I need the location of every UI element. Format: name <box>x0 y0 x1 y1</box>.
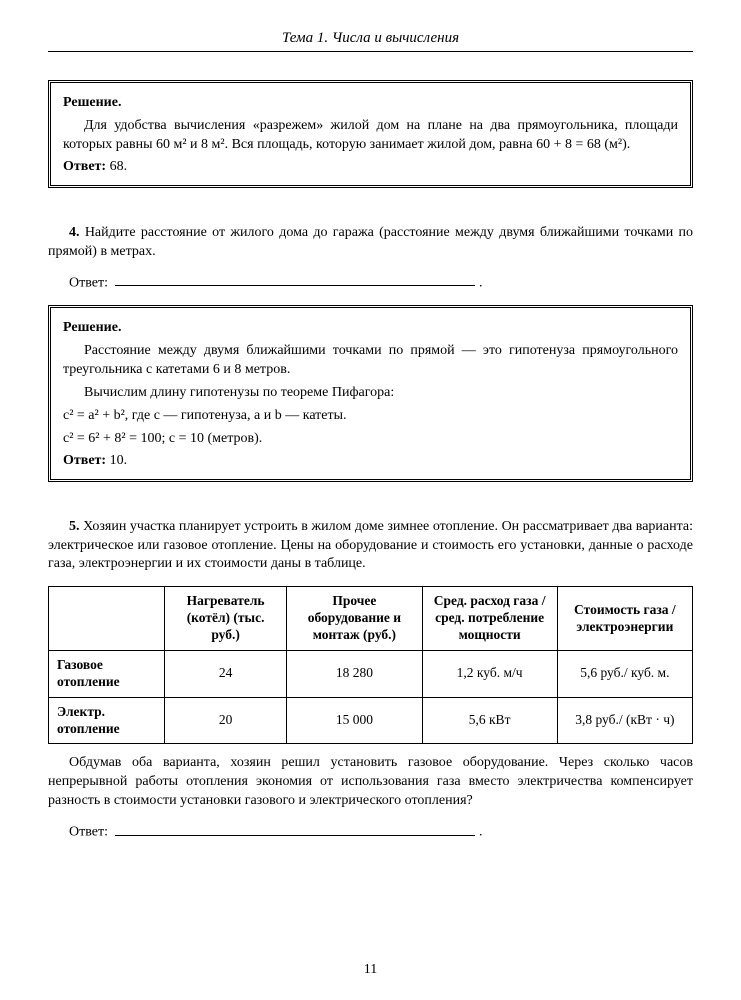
cell: 20 <box>164 697 286 744</box>
solution-label: Решение. <box>63 95 678 111</box>
answer-value: 68. <box>110 159 128 174</box>
header-rule <box>48 51 693 52</box>
table-row: Газовое отопление 24 18 280 1,2 куб. м/ч… <box>49 650 693 697</box>
task-number: 5. <box>69 519 80 534</box>
cell: 5,6 кВт <box>422 697 557 744</box>
row-head: Электр. отопление <box>49 697 165 744</box>
table-row: Электр. отопление 20 15 000 5,6 кВт 3,8 … <box>49 697 693 744</box>
cell: 1,2 куб. м/ч <box>422 650 557 697</box>
solution-eq2: c² = 6² + 8² = 100; c = 10 (метров). <box>63 430 678 449</box>
th-other: Прочее оборудование и монтаж (руб.) <box>287 587 422 651</box>
answer-value: 10. <box>110 453 128 468</box>
cell: 18 280 <box>287 650 422 697</box>
task-text: Найдите расстояние от жилого дома до гар… <box>48 225 693 259</box>
task-4: 4. Найдите расстояние от жилого дома до … <box>48 224 693 262</box>
th-cost: Стоимость газа / электроэнергии <box>557 587 692 651</box>
solution-p1: Расстояние между двумя ближайшими точкам… <box>63 342 678 380</box>
cell: 5,6 руб./ куб. м. <box>557 650 692 697</box>
blank-line <box>115 823 475 836</box>
solution-body: Для удобства вычисления «разрежем» жилой… <box>63 117 678 155</box>
th-consumption: Сред. расход газа / сред. потребление мо… <box>422 587 557 651</box>
answer-label: Ответ: <box>69 275 108 290</box>
task-5: 5. Хозяин участка планирует устроить в ж… <box>48 518 693 575</box>
task-5-answer-blank: Ответ: . <box>48 823 693 841</box>
solution-eq1: c² = a² + b², где c — гипотенуза, a и b … <box>63 407 678 426</box>
solution-box-1: Решение. Для удобства вычисления «разреж… <box>48 80 693 188</box>
task-number: 4. <box>69 225 80 240</box>
task-4-answer-blank: Ответ: . <box>48 274 693 292</box>
answer-label: Ответ: <box>63 159 106 174</box>
th-heater: Нагреватель (котёл) (тыс. руб.) <box>164 587 286 651</box>
solution-answer: Ответ: 10. <box>63 453 678 469</box>
page-header-title: Тема 1. Числа и вычисления <box>48 30 693 47</box>
th-blank <box>49 587 165 651</box>
cell: 24 <box>164 650 286 697</box>
answer-label: Ответ: <box>63 453 106 468</box>
table-header-row: Нагреватель (котёл) (тыс. руб.) Прочее о… <box>49 587 693 651</box>
answer-label: Ответ: <box>69 825 108 840</box>
solution-box-4: Решение. Расстояние между двумя ближайши… <box>48 305 693 481</box>
task-5-followup: Обдумав оба варианта, хозяин решил устан… <box>48 754 693 811</box>
blank-line <box>115 274 475 287</box>
solution-answer: Ответ: 68. <box>63 159 678 175</box>
page-number: 11 <box>0 962 741 978</box>
solution-p2: Вычислим длину гипотенузы по теореме Пиф… <box>63 384 678 403</box>
page: Тема 1. Числа и вычисления Решение. Для … <box>0 0 741 1000</box>
cell: 15 000 <box>287 697 422 744</box>
row-head: Газовое отопление <box>49 650 165 697</box>
cell: 3,8 руб./ (кВт · ч) <box>557 697 692 744</box>
heating-table: Нагреватель (котёл) (тыс. руб.) Прочее о… <box>48 586 693 744</box>
solution-label: Решение. <box>63 320 678 336</box>
task-text: Хозяин участка планирует устроить в жило… <box>48 519 693 572</box>
